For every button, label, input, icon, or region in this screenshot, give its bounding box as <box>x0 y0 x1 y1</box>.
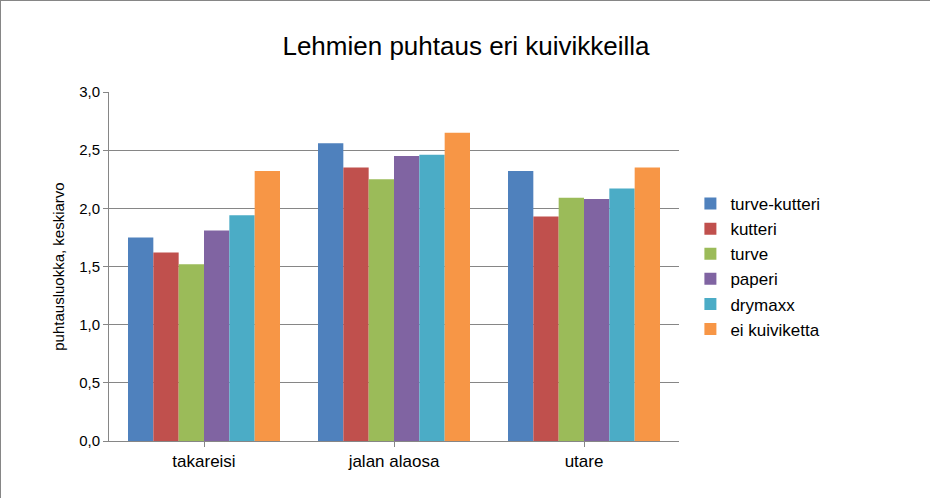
svg-text:3,0: 3,0 <box>79 83 100 100</box>
svg-text:1,5: 1,5 <box>79 258 100 275</box>
svg-text:2,0: 2,0 <box>79 200 100 217</box>
svg-text:2,5: 2,5 <box>79 141 100 158</box>
svg-text:kutteri: kutteri <box>730 220 776 239</box>
svg-text:utare: utare <box>565 452 604 471</box>
svg-text:takareisi: takareisi <box>172 452 235 471</box>
svg-text:ei kuiviketta: ei kuiviketta <box>730 321 819 340</box>
svg-text:jalan alaosa: jalan alaosa <box>348 452 440 471</box>
svg-text:0,5: 0,5 <box>79 374 100 391</box>
svg-text:paperi: paperi <box>730 270 777 289</box>
svg-text:Lehmien puhtaus eri kuivikkeil: Lehmien puhtaus eri kuivikkeilla <box>282 31 650 61</box>
svg-text:0,0: 0,0 <box>79 432 100 449</box>
svg-text:drymaxx: drymaxx <box>730 296 795 315</box>
svg-text:turve: turve <box>730 245 768 264</box>
svg-text:puhtausluokka, keskiarvo: puhtausluokka, keskiarvo <box>50 182 67 350</box>
svg-text:1,0: 1,0 <box>79 316 100 333</box>
svg-text:turve-kutteri: turve-kutteri <box>730 195 820 214</box>
